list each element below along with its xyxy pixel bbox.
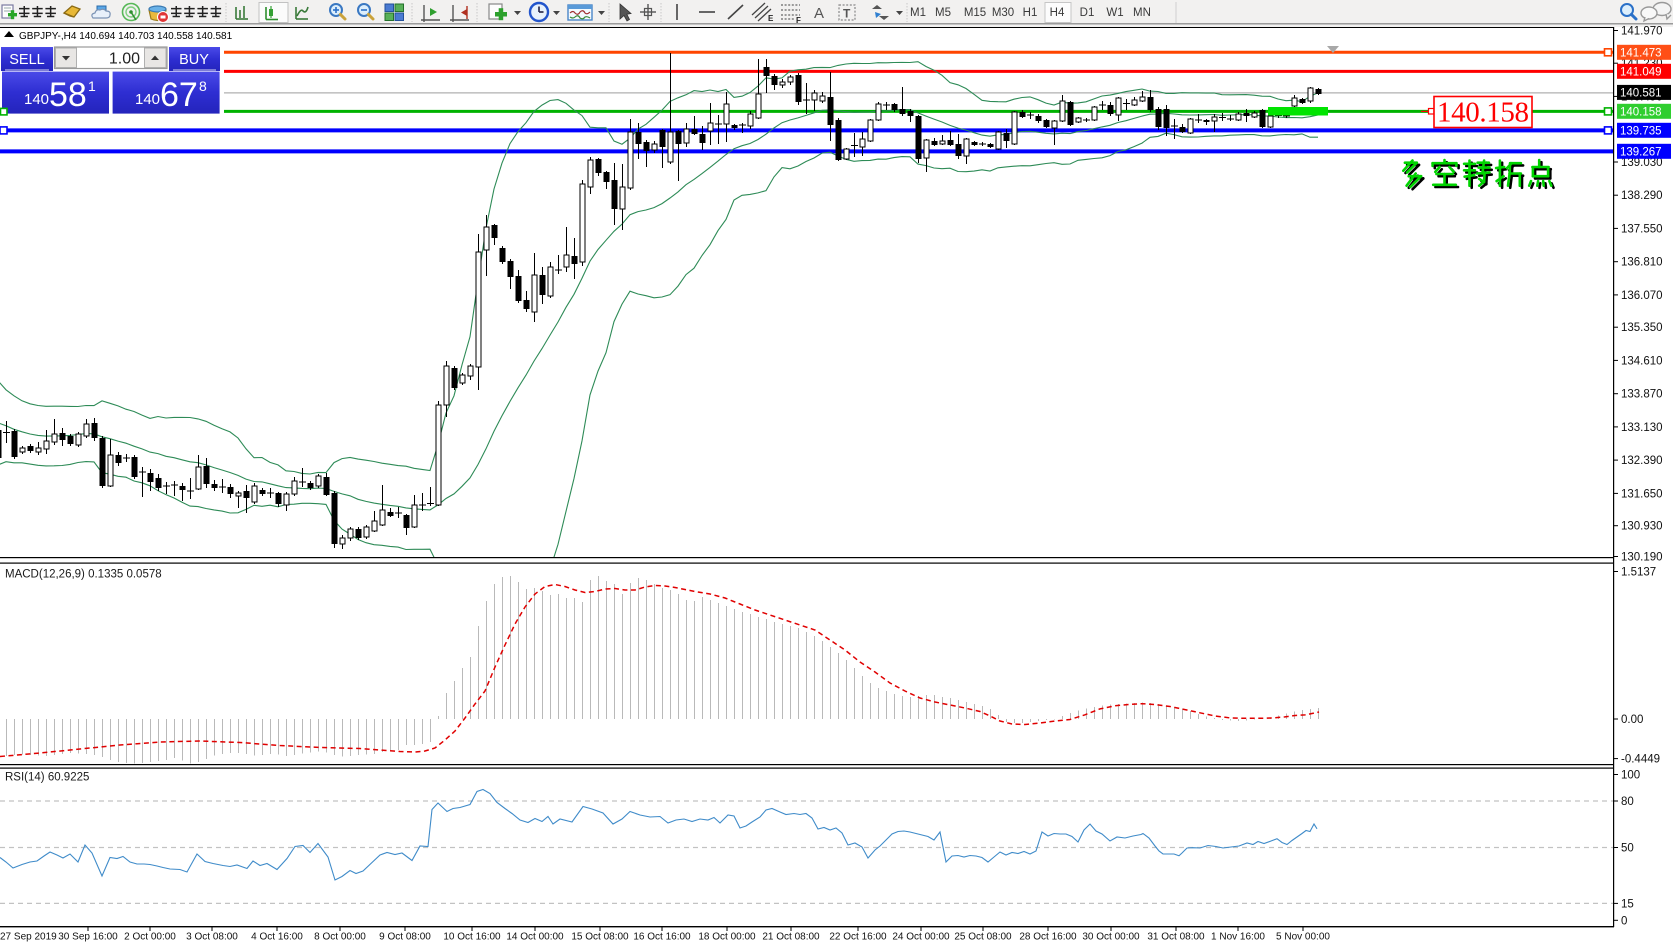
svg-text:0.00: 0.00: [1621, 714, 1643, 726]
svg-text:-0.4449: -0.4449: [1621, 754, 1660, 766]
svg-text:1 Nov 16:00: 1 Nov 16:00: [1211, 932, 1265, 943]
svg-text:15 Oct 08:00: 15 Oct 08:00: [571, 932, 629, 943]
svg-text:MN: MN: [1133, 7, 1151, 19]
svg-text:139.735: 139.735: [1620, 126, 1662, 138]
svg-text:SELL: SELL: [9, 52, 44, 68]
svg-text:132.390: 132.390: [1621, 455, 1663, 467]
svg-text:4 Oct 16:00: 4 Oct 16:00: [251, 932, 303, 943]
svg-text:T: T: [843, 7, 851, 21]
svg-text:H4: H4: [1050, 7, 1065, 19]
svg-text:135.350: 135.350: [1621, 322, 1663, 334]
svg-text:140.158: 140.158: [1437, 97, 1529, 129]
svg-text:130.190: 130.190: [1621, 552, 1663, 564]
svg-text:141.970: 141.970: [1621, 26, 1663, 38]
svg-text:31 Oct 08:00: 31 Oct 08:00: [1147, 932, 1205, 943]
svg-text:27 Sep 2019: 27 Sep 2019: [0, 932, 57, 943]
svg-text:D1: D1: [1080, 7, 1095, 19]
svg-text:F: F: [796, 16, 801, 25]
svg-text:100: 100: [1621, 770, 1640, 782]
svg-text:58: 58: [49, 76, 87, 114]
svg-text:67: 67: [160, 76, 198, 114]
svg-text:2 Oct 00:00: 2 Oct 00:00: [124, 932, 176, 943]
svg-text:M15: M15: [964, 7, 986, 19]
svg-text:E: E: [768, 14, 774, 23]
svg-text:30 Oct 00:00: 30 Oct 00:00: [1082, 932, 1140, 943]
svg-text:16 Oct 16:00: 16 Oct 16:00: [633, 932, 691, 943]
svg-text:A: A: [814, 5, 824, 22]
svg-text:3 Oct 08:00: 3 Oct 08:00: [186, 932, 238, 943]
svg-text:24 Oct 00:00: 24 Oct 00:00: [892, 932, 950, 943]
svg-text:1: 1: [88, 78, 96, 94]
svg-text:10 Oct 16:00: 10 Oct 16:00: [443, 932, 501, 943]
svg-text:MACD(12,26,9) 0.1335 0.0578: MACD(12,26,9) 0.1335 0.0578: [5, 569, 162, 581]
svg-text:133.870: 133.870: [1621, 389, 1663, 401]
svg-text:8: 8: [199, 78, 207, 94]
svg-text:136.810: 136.810: [1621, 257, 1663, 269]
svg-text:18 Oct 00:00: 18 Oct 00:00: [698, 932, 756, 943]
svg-text:BUY: BUY: [179, 52, 209, 68]
svg-text:0: 0: [1621, 915, 1627, 927]
svg-text:138.290: 138.290: [1621, 190, 1663, 202]
svg-text:140: 140: [135, 91, 160, 108]
svg-text:8 Oct 00:00: 8 Oct 00:00: [314, 932, 366, 943]
svg-text:130.930: 130.930: [1621, 521, 1663, 533]
svg-text:22 Oct 16:00: 22 Oct 16:00: [829, 932, 887, 943]
svg-text:140: 140: [24, 91, 49, 108]
svg-text:30 Sep 16:00: 30 Sep 16:00: [58, 932, 118, 943]
svg-text:9 Oct 08:00: 9 Oct 08:00: [379, 932, 431, 943]
svg-text:139.267: 139.267: [1620, 147, 1662, 159]
svg-text:28 Oct 16:00: 28 Oct 16:00: [1019, 932, 1077, 943]
svg-text:141.473: 141.473: [1620, 48, 1662, 60]
svg-text:M1: M1: [910, 7, 926, 19]
svg-text:GBPJPY-,H4 140.694 140.703 14: GBPJPY-,H4 140.694 140.703 140.558 140.5…: [19, 31, 233, 42]
svg-text:140.158: 140.158: [1620, 107, 1662, 119]
svg-text:15: 15: [1621, 898, 1634, 910]
svg-text:133.130: 133.130: [1621, 422, 1663, 434]
svg-text:1.5137: 1.5137: [1621, 567, 1656, 579]
svg-text:131.650: 131.650: [1621, 488, 1663, 500]
svg-text:80: 80: [1621, 796, 1634, 808]
svg-text:M30: M30: [992, 7, 1014, 19]
svg-text:14 Oct 00:00: 14 Oct 00:00: [506, 932, 564, 943]
svg-text:141.049: 141.049: [1620, 67, 1662, 79]
svg-text:RSI(14) 60.9225: RSI(14) 60.9225: [5, 772, 89, 784]
svg-text:140.581: 140.581: [1620, 88, 1662, 100]
svg-text:137.550: 137.550: [1621, 223, 1663, 235]
svg-text:21 Oct 08:00: 21 Oct 08:00: [762, 932, 820, 943]
svg-text:M5: M5: [935, 7, 951, 19]
svg-text:1.00: 1.00: [109, 51, 140, 68]
svg-text:139.030: 139.030: [1621, 157, 1663, 169]
svg-text:50: 50: [1621, 843, 1634, 855]
svg-text:H1: H1: [1023, 7, 1038, 19]
svg-text:5 Nov 00:00: 5 Nov 00:00: [1276, 932, 1330, 943]
svg-text:25 Oct 08:00: 25 Oct 08:00: [954, 932, 1012, 943]
svg-text:136.070: 136.070: [1621, 290, 1663, 302]
svg-text:W1: W1: [1106, 7, 1123, 19]
svg-text:134.610: 134.610: [1621, 355, 1663, 367]
